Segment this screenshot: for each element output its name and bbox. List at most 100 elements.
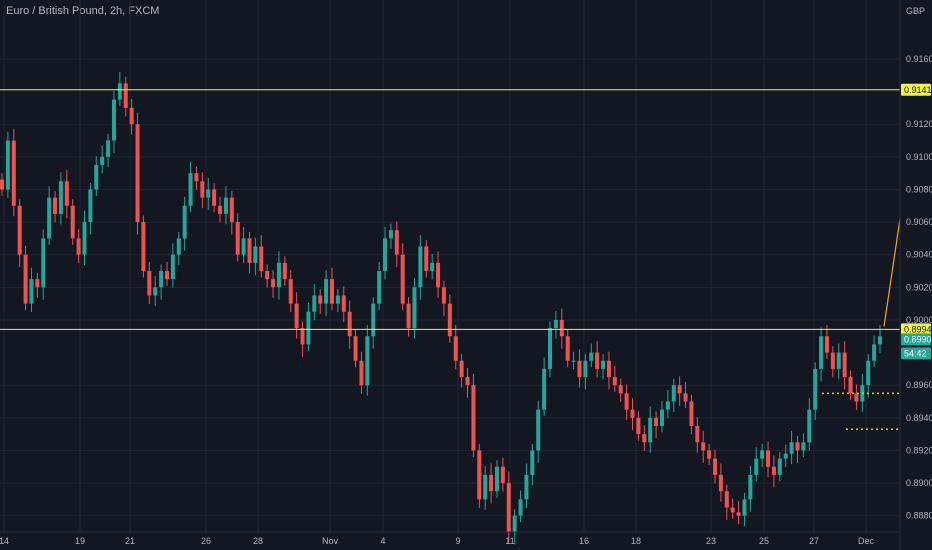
candle-body <box>383 238 388 271</box>
candle-body <box>718 474 723 492</box>
candle-body <box>218 205 223 214</box>
candle-body <box>294 303 299 329</box>
candle-body <box>872 344 877 361</box>
time-tick-label: 28 <box>253 536 263 546</box>
candle-body <box>848 377 853 394</box>
candle-body <box>406 303 411 329</box>
candle-body <box>824 336 829 353</box>
candle-body <box>129 107 134 125</box>
candle-body <box>153 287 158 296</box>
candle-body <box>341 295 346 312</box>
candle-body <box>601 360 606 369</box>
candle-body <box>654 417 659 426</box>
candle-body <box>35 279 40 288</box>
candle-body <box>229 197 234 223</box>
candle-body <box>606 360 611 378</box>
candle-body <box>671 385 676 402</box>
candle-body <box>253 246 258 263</box>
time-tick-label: Nov <box>322 536 339 546</box>
candle-body <box>412 287 417 329</box>
candle-body <box>212 189 217 206</box>
time-tick-label: 21 <box>125 536 135 546</box>
candle-body <box>306 311 311 345</box>
candle-body <box>259 246 264 271</box>
candle-body <box>271 279 276 288</box>
candle-body <box>347 311 352 337</box>
candle-body <box>64 181 69 206</box>
candle-body <box>94 164 99 190</box>
candle-body <box>335 295 340 304</box>
candle-body <box>288 279 293 304</box>
candle-body <box>471 385 476 451</box>
time-tick-label: 4 <box>380 536 385 546</box>
candle-body <box>571 360 576 362</box>
candle-body <box>636 417 641 435</box>
candle-body <box>842 352 847 378</box>
candle-body <box>318 295 323 304</box>
candle-body <box>235 222 240 255</box>
time-tick-label: 19 <box>75 536 85 546</box>
candle-body <box>771 466 776 475</box>
candle-body <box>707 450 712 459</box>
candle-body <box>500 466 505 484</box>
candle-body <box>111 99 116 141</box>
candle-body <box>176 238 181 255</box>
candle-body <box>801 442 806 451</box>
price-tick-label: 0.88800 <box>906 511 932 521</box>
candle-body <box>683 393 688 402</box>
candle-body <box>530 450 535 475</box>
candle-body <box>436 262 441 288</box>
price-tag-bg <box>901 333 931 346</box>
candle-body <box>689 401 694 426</box>
candle-body <box>58 181 63 214</box>
candle-body <box>453 336 458 361</box>
candle-body <box>477 450 482 500</box>
candle-body <box>365 336 370 386</box>
candle-body <box>223 197 228 214</box>
candles <box>0 71 882 545</box>
candle-body <box>377 271 382 304</box>
candle-body <box>247 238 252 263</box>
price-tag-bg <box>901 83 931 96</box>
candle-body <box>695 425 700 443</box>
candle-body <box>854 393 859 402</box>
candle-body <box>206 189 211 198</box>
candle-body <box>182 205 187 239</box>
price-tag-countdown: 54:42 <box>904 348 927 358</box>
candle-body <box>730 507 735 513</box>
candle-body <box>47 197 52 239</box>
candle-body <box>23 254 28 304</box>
candle-body <box>583 360 588 378</box>
candle-body <box>836 352 841 369</box>
candle-body <box>459 360 464 378</box>
candle-body <box>388 230 393 239</box>
candle-body <box>783 453 788 459</box>
candle-body <box>524 474 529 500</box>
candle-body <box>565 336 570 361</box>
candle-body <box>164 271 169 280</box>
time-tick-label: 26 <box>201 536 211 546</box>
candle-body <box>76 238 81 255</box>
candle-body <box>548 328 553 369</box>
candle-body <box>141 222 146 271</box>
time-tick-label: 11 <box>505 536 514 546</box>
candle-body <box>536 409 541 451</box>
candle-body <box>494 466 499 492</box>
candle-body <box>742 499 747 516</box>
candle-body <box>553 319 558 329</box>
candle-body <box>813 368 818 410</box>
candle-body <box>789 442 794 454</box>
time-tick-label: 27 <box>809 536 819 546</box>
candle-body <box>70 205 75 239</box>
candle-body <box>53 197 58 214</box>
candle-body <box>483 474 488 500</box>
candle-body <box>612 377 617 386</box>
candle-body <box>359 360 364 386</box>
